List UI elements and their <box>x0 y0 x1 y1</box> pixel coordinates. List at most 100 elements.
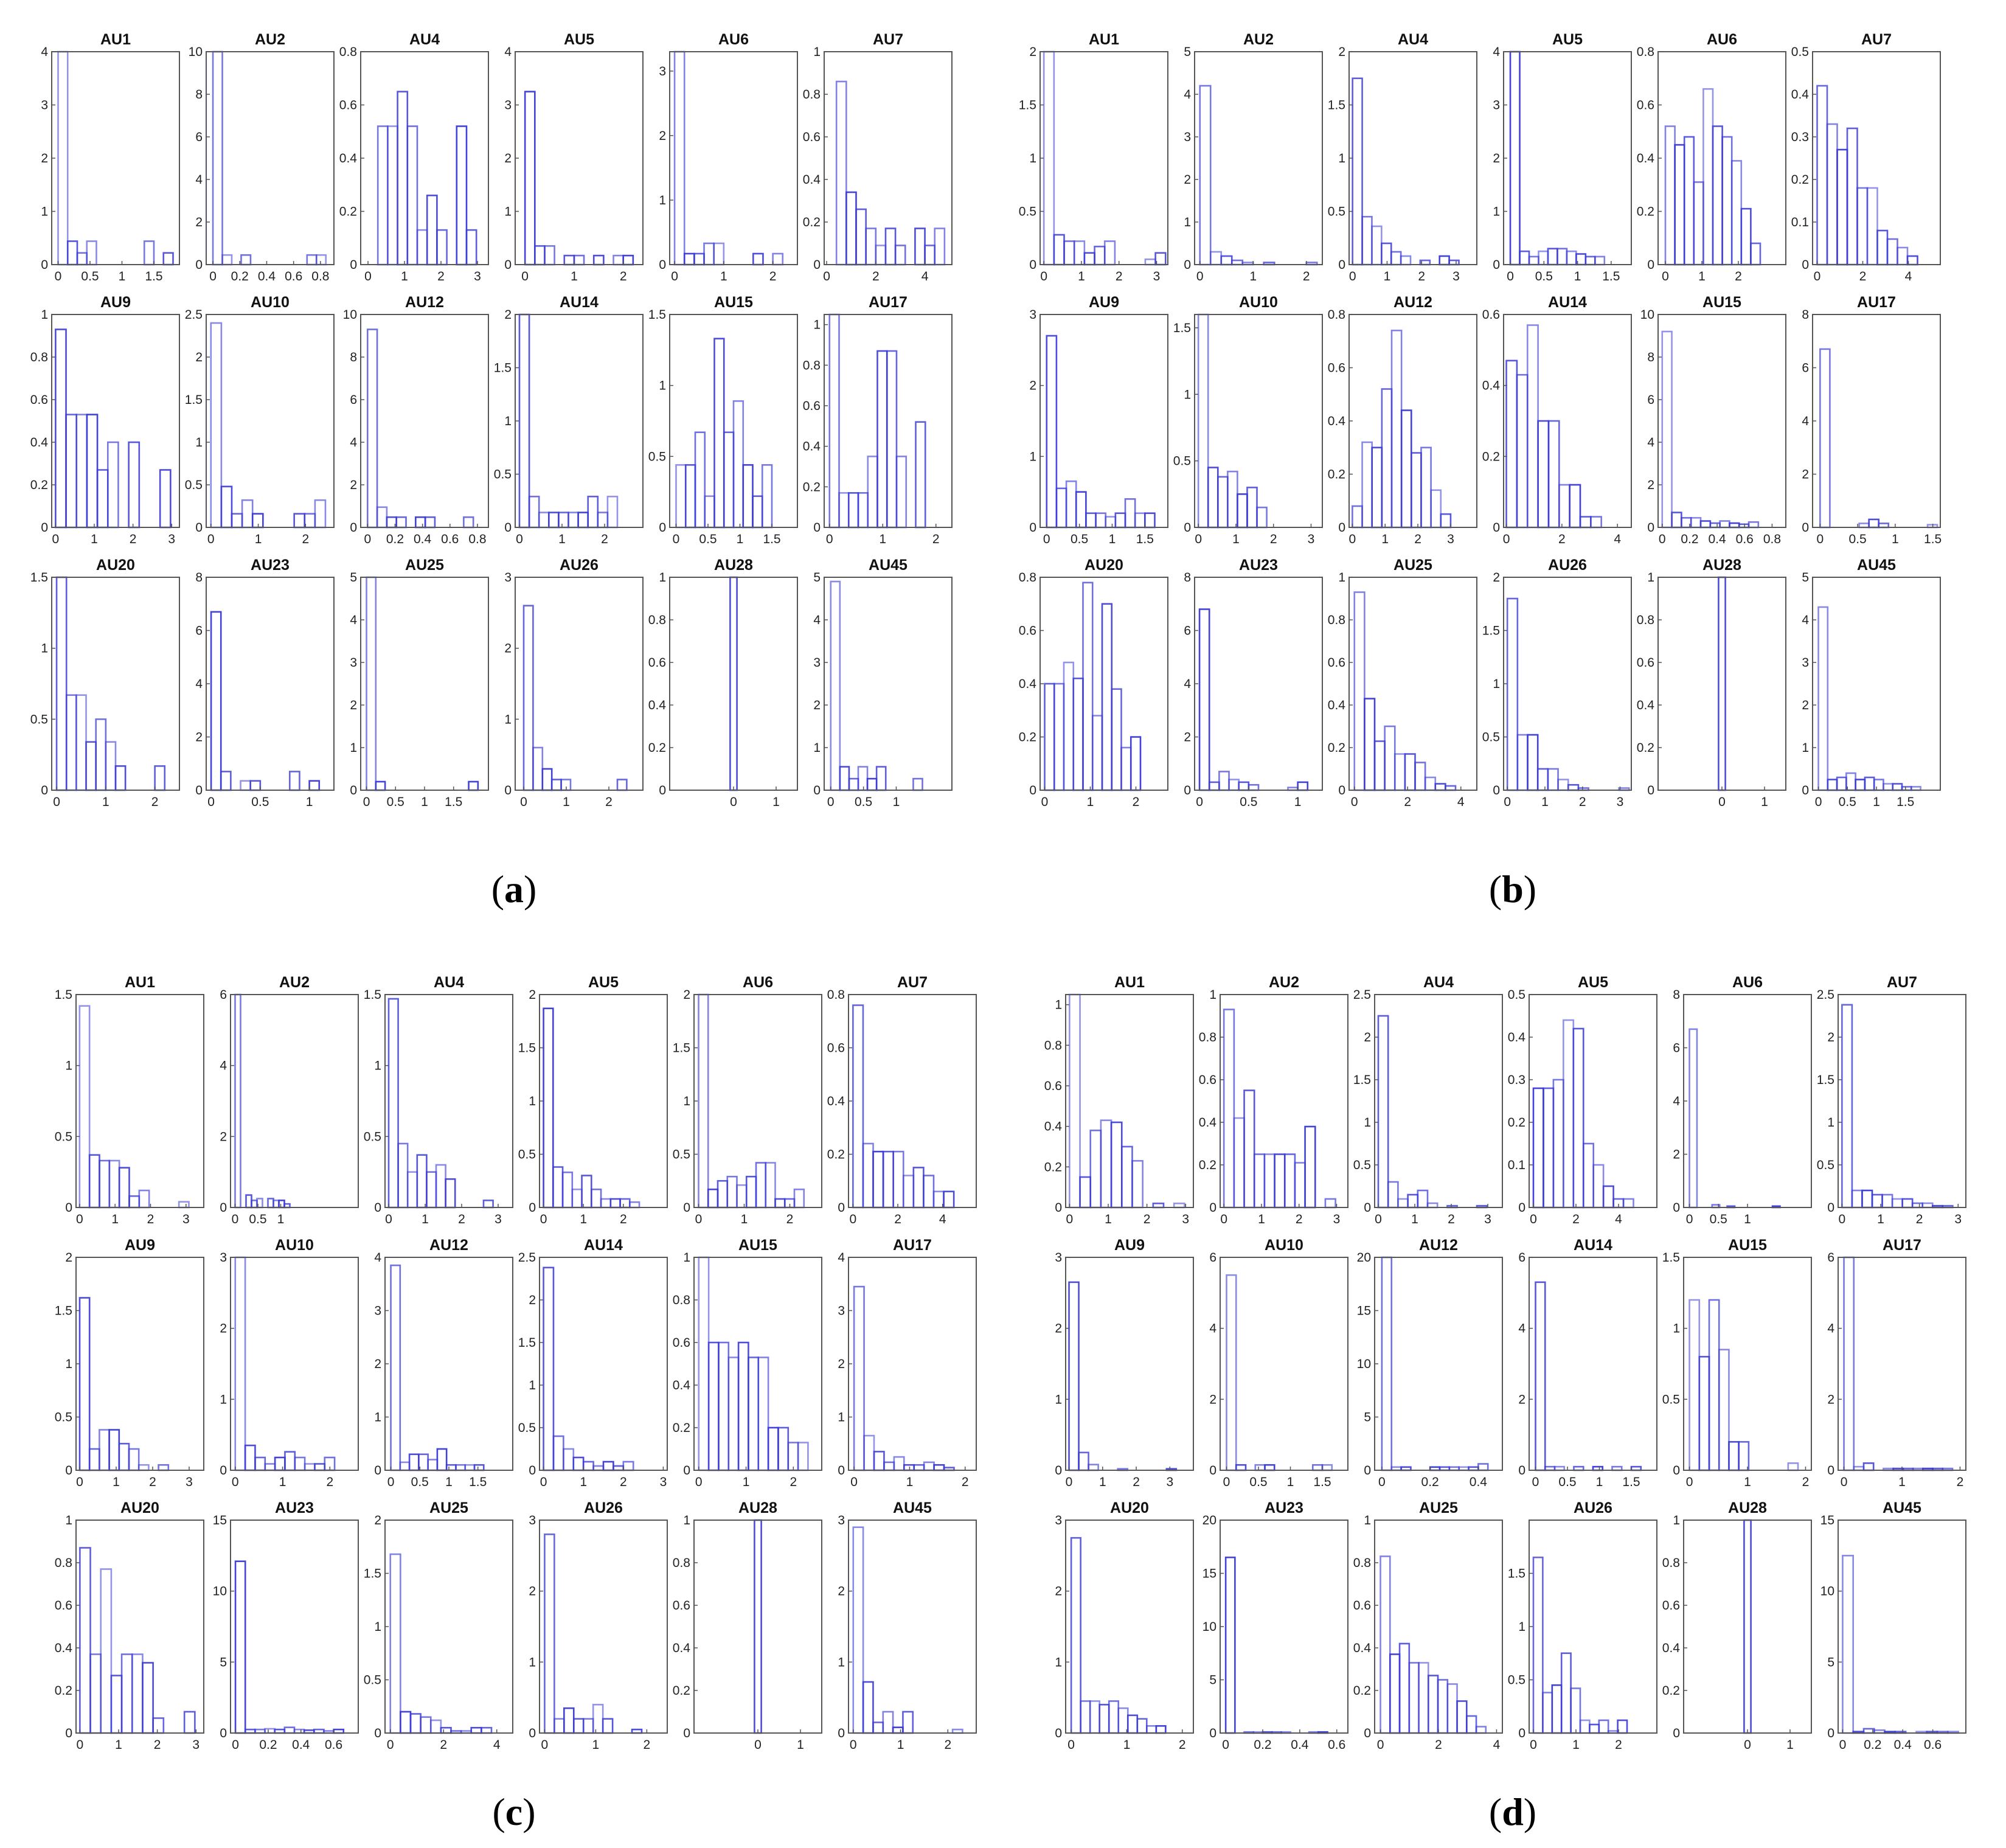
axes-frame <box>693 994 822 1208</box>
axes-frame <box>206 577 335 791</box>
x-tick-label: 0 <box>1507 269 1514 283</box>
x-tick-label: 2 <box>601 532 608 546</box>
x-tick-label: 3 <box>495 1212 502 1226</box>
histogram-bar <box>903 1464 915 1471</box>
histogram-bar <box>283 1726 296 1734</box>
histogram-bar <box>1220 255 1233 266</box>
chart-au12: AU12 0 5 10 15 20 0 0.2 0.4 <box>1357 1237 1503 1489</box>
y-tick-label: 1.5 <box>518 1041 536 1055</box>
histogram-bar <box>1709 522 1721 529</box>
y-tick-label: 0.4 <box>1353 1641 1372 1655</box>
x-tick-label: 0.2 <box>1681 532 1698 546</box>
histogram-bar <box>105 741 117 791</box>
x-tick-label: 0 <box>1041 795 1049 809</box>
chart-title: AU2 <box>279 974 310 991</box>
histogram-bar <box>1708 1299 1720 1471</box>
histogram-bar <box>1079 1176 1092 1209</box>
y-tick-label: 0.2 <box>1637 205 1654 219</box>
y-tick-label: 0 <box>1827 1201 1834 1215</box>
histogram-bar <box>582 1718 594 1734</box>
histogram-bar <box>767 1426 779 1471</box>
y-tick-label: 0 <box>1029 521 1036 535</box>
histogram-bar <box>1414 762 1426 791</box>
histogram-bar <box>158 1464 170 1471</box>
y-tick-label: 0 <box>1338 783 1345 797</box>
chart-title: AU14 <box>1548 294 1587 311</box>
histogram-bar <box>1864 776 1875 791</box>
x-tick-label: 3 <box>1333 1212 1341 1226</box>
x-tick-label: 3 <box>1153 269 1161 283</box>
y-tick-label: 2 <box>1338 45 1345 59</box>
axes-frame <box>1683 994 1812 1208</box>
x-tick-label: 0 <box>1378 1475 1386 1489</box>
histogram-bar <box>875 766 887 791</box>
histogram-bar <box>1381 388 1393 529</box>
x-tick-label: 1 <box>1877 1212 1884 1226</box>
y-tick-label: 1 <box>813 741 821 755</box>
chart-au10: AU10 0 2 4 6 0 0.5 1 1.5 <box>1209 1237 1348 1489</box>
y-tick-label: 0 <box>1055 1726 1062 1740</box>
x-tick-label: 1 <box>571 269 578 283</box>
x-tick-label: 1 <box>1249 269 1257 283</box>
axes-frame <box>1812 314 1941 528</box>
histogram-bar <box>943 1190 955 1209</box>
histogram-bar <box>128 441 141 529</box>
histogram-bar <box>99 1159 111 1209</box>
y-tick-label: 0 <box>1209 1464 1216 1478</box>
x-tick-label: 2 <box>769 269 777 283</box>
y-tick-label: 1 <box>1518 1620 1525 1634</box>
histogram-bar <box>376 506 388 529</box>
y-tick-label: 1 <box>65 1513 72 1527</box>
axes-frame <box>1503 577 1632 791</box>
y-tick-label: 6 <box>1209 1251 1216 1265</box>
histogram-bar <box>1209 251 1223 266</box>
histogram-bar <box>552 1166 564 1209</box>
histogram-bar <box>1120 1145 1133 1209</box>
histogram-bar <box>597 512 609 529</box>
histogram-bar <box>289 771 300 791</box>
chart-title: AU9 <box>100 294 131 311</box>
y-tick-label: 0 <box>220 1201 227 1215</box>
y-tick-label: 0.2 <box>1044 1160 1062 1174</box>
histogram-bar <box>1661 330 1673 529</box>
histogram-bar <box>1373 740 1386 791</box>
chart-title: AU7 <box>873 31 903 48</box>
y-tick-label: 20 <box>1357 1251 1371 1265</box>
y-tick-label: 2 <box>1827 1392 1834 1406</box>
x-tick-label: 0 <box>1532 1475 1539 1489</box>
axes-frame <box>848 1257 977 1471</box>
histogram-bar <box>1827 779 1838 791</box>
chart-au1: AU1 0 0.5 1 1.5 2 0 1 2 3 <box>1019 31 1168 283</box>
y-tick-label: 0.2 <box>339 205 357 219</box>
x-tick-label: 0 <box>55 269 62 283</box>
histogram-bar <box>1519 250 1530 266</box>
histogram-bar <box>95 718 107 791</box>
x-tick-label: 0 <box>1814 269 1821 283</box>
x-tick-label: 0.5 <box>411 1475 429 1489</box>
histogram-bar <box>862 1681 874 1734</box>
histogram-bar <box>1566 250 1577 266</box>
histogram-bar <box>424 516 436 529</box>
y-tick-label: 0.6 <box>803 399 821 413</box>
y-tick-label: 0 <box>1493 258 1500 272</box>
histogram-bar <box>308 780 321 791</box>
y-tick-label: 0.2 <box>648 741 666 755</box>
y-tick-label: 0.5 <box>364 1673 381 1687</box>
y-tick-label: 0.6 <box>1482 308 1500 322</box>
y-tick-label: 0.8 <box>648 613 666 627</box>
histogram-bar <box>1095 512 1106 529</box>
axes-frame <box>75 1257 204 1471</box>
chart-title: AU28 <box>714 557 753 574</box>
histogram-bar <box>563 254 575 266</box>
histogram-bar <box>137 1464 150 1471</box>
histogram-bar <box>154 765 166 791</box>
y-tick-label: 1.5 <box>673 1041 690 1055</box>
histogram-bar <box>1602 1185 1614 1209</box>
axes-frame <box>1529 1520 1657 1734</box>
y-tick-label: 2 <box>1827 1030 1834 1044</box>
x-tick-label: 1 <box>1099 1475 1106 1489</box>
y-tick-label: 2 <box>195 350 203 364</box>
y-tick-label: 0.6 <box>1637 656 1654 670</box>
y-tick-label: 1 <box>1673 1513 1680 1527</box>
y-tick-label: 0 <box>838 1464 845 1478</box>
